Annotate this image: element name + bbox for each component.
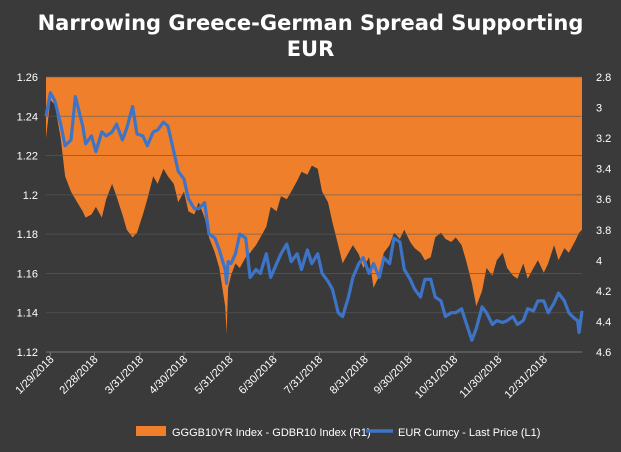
x-axis-tick-label-5: 6/30/2018 [237, 354, 280, 397]
x-axis-tick-label-11: 12/31/2018 [503, 354, 550, 401]
right-axis-tick-0: 2.8 [596, 72, 611, 84]
left-axis-tick-1: 1.14 [17, 308, 38, 320]
legend-swatch-spread [136, 426, 166, 436]
chart-title: Narrowing Greece-German Spread Supportin… [37, 11, 584, 35]
legend-label-eur: EUR Curncy - Last Price (L1) [398, 427, 540, 439]
right-axis-tick-1: 3 [596, 103, 602, 115]
x-axis-tick-label-7: 8/31/2018 [328, 354, 371, 397]
left-axis-tick-2: 1.16 [17, 268, 38, 280]
x-axis-tick-label-2: 3/31/2018 [103, 354, 146, 397]
x-axis-tick-label-6: 7/31/2018 [282, 354, 325, 397]
legend-label-spread: GGGB10YR Index - GDBR10 Index (R1) [172, 427, 371, 439]
right-axis-tick-2: 3.2 [596, 133, 611, 145]
left-axis-tick-3: 1.18 [17, 229, 38, 241]
x-axis-tick-label-4: 5/31/2018 [193, 354, 236, 397]
right-axis-tick-5: 3.8 [596, 225, 611, 237]
x-axis-tick-label-0: 1/29/2018 [13, 354, 56, 397]
spread-area [46, 77, 582, 334]
eur-line [44, 91, 584, 342]
chart-title-line-2: EUR [286, 37, 335, 61]
x-axis-tick-label-1: 2/28/2018 [57, 354, 100, 397]
right-axis-tick-8: 4.4 [596, 316, 611, 328]
left-axis-tick-5: 1.22 [17, 151, 38, 163]
x-axis-tick-label-3: 4/30/2018 [147, 354, 190, 397]
left-axis-tick-4: 1.2 [23, 190, 38, 202]
right-axis-tick-7: 4.2 [596, 286, 611, 298]
right-axis-tick-9: 4.6 [596, 347, 611, 359]
x-axis-tick-label-8: 9/30/2018 [372, 354, 415, 397]
left-axis-tick-7: 1.26 [17, 72, 38, 84]
right-axis-tick-4: 3.6 [596, 194, 611, 206]
right-axis-tick-6: 4 [596, 255, 602, 267]
x-axis-tick-label-10: 11/30/2018 [458, 354, 505, 401]
right-axis-tick-3: 3.4 [596, 164, 611, 176]
left-axis-tick-6: 1.24 [17, 111, 38, 123]
x-axis-tick-label-9: 10/31/2018 [413, 354, 460, 401]
left-axis-tick-0: 1.12 [17, 347, 38, 359]
